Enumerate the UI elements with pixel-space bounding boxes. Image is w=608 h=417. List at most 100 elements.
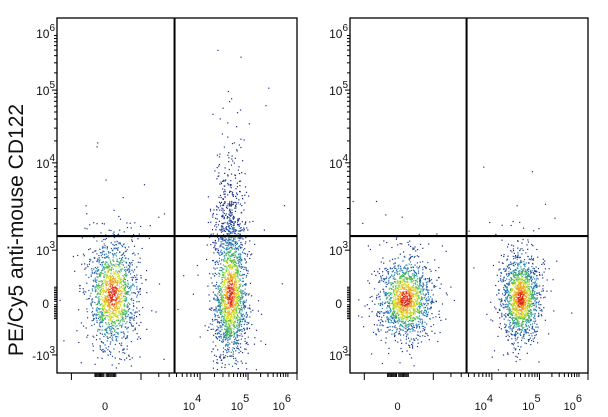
- event-dot: [218, 220, 220, 222]
- event-dot: [131, 313, 133, 315]
- event-dot: [413, 288, 416, 291]
- event-dot: [238, 352, 240, 354]
- event-dot: [86, 282, 88, 284]
- event-dot: [236, 324, 238, 326]
- event-dot: [136, 286, 138, 288]
- event-dot: [395, 302, 397, 304]
- event-dot: [409, 331, 411, 333]
- event-dot: [411, 323, 413, 325]
- event-dot: [110, 335, 112, 337]
- event-dot: [421, 303, 423, 305]
- x-tick-label: 104: [183, 393, 201, 413]
- event-dot: [400, 284, 402, 286]
- event-dot: [238, 144, 240, 146]
- event-dot: [218, 304, 220, 306]
- event-dot: [233, 248, 235, 250]
- event-dot: [410, 357, 413, 359]
- event-dot: [395, 316, 397, 318]
- event-dot: [362, 222, 364, 224]
- event-dot: [239, 238, 241, 240]
- event-dot: [219, 356, 221, 358]
- event-dot: [91, 320, 93, 322]
- event-dot: [223, 234, 225, 236]
- event-dot: [421, 304, 423, 306]
- event-dot: [225, 213, 227, 215]
- event-dot: [235, 318, 237, 320]
- event-dot: [97, 292, 99, 295]
- event-dot: [112, 309, 114, 311]
- event-dot: [387, 280, 390, 282]
- event-dot: [110, 351, 112, 353]
- event-dot: [393, 305, 395, 307]
- event-dot: [113, 276, 115, 278]
- event-dot: [119, 294, 121, 296]
- event-dot: [90, 302, 92, 304]
- event-dot: [412, 266, 414, 268]
- event-dot: [227, 203, 229, 205]
- event-dot: [445, 292, 447, 294]
- event-dot: [224, 190, 226, 193]
- event-dot: [239, 328, 241, 331]
- event-dot: [236, 182, 238, 184]
- event-dot: [222, 215, 224, 217]
- event-dot: [414, 313, 416, 315]
- event-dot: [241, 308, 243, 310]
- event-dot: [129, 286, 131, 288]
- event-dot: [409, 319, 411, 322]
- event-dot: [408, 312, 410, 314]
- event-dot: [404, 300, 406, 302]
- event-dot: [234, 210, 236, 212]
- event-dot: [226, 252, 228, 254]
- event-dot: [113, 328, 115, 331]
- event-dot: [402, 287, 404, 289]
- event-dot: [232, 286, 234, 288]
- event-dot: [224, 304, 226, 306]
- event-dot: [110, 317, 112, 319]
- event-dot: [104, 238, 106, 241]
- event-dot: [397, 314, 399, 316]
- event-dot: [397, 291, 399, 293]
- event-dot: [88, 263, 90, 265]
- event-dot: [89, 258, 91, 260]
- event-dot: [220, 359, 222, 361]
- event-dot: [418, 285, 420, 287]
- event-dot: [122, 314, 124, 316]
- event-dot: [236, 275, 238, 278]
- event-dot: [235, 332, 237, 334]
- event-dot: [237, 233, 239, 235]
- event-dot: [118, 363, 120, 365]
- event-dot: [130, 227, 132, 229]
- event-dot: [232, 289, 234, 291]
- event-dot: [390, 284, 393, 286]
- event-dot: [239, 258, 241, 261]
- event-dot: [390, 300, 392, 302]
- event-dot: [389, 260, 391, 262]
- event-dot: [122, 323, 124, 325]
- event-dot: [238, 225, 240, 227]
- event-dot: [220, 322, 222, 324]
- event-dot: [398, 317, 400, 319]
- event-dot: [402, 293, 404, 295]
- event-dot: [404, 276, 406, 278]
- event-dot: [143, 184, 146, 186]
- event-dot: [109, 343, 111, 345]
- event-dot: [229, 296, 231, 298]
- event-dot: [419, 307, 421, 309]
- event-dot: [236, 314, 238, 316]
- event-dot: [246, 327, 248, 329]
- event-dot: [109, 314, 111, 316]
- event-dot: [391, 302, 393, 305]
- event-dot: [102, 290, 104, 292]
- event-dot: [388, 299, 390, 301]
- event-dot: [233, 216, 235, 218]
- event-dot: [223, 216, 225, 218]
- event-dot: [388, 295, 390, 297]
- event-dot: [136, 274, 138, 276]
- event-dot: [113, 289, 115, 291]
- event-dot: [230, 250, 232, 252]
- event-dot: [105, 283, 107, 285]
- event-dot: [101, 317, 104, 319]
- event-dot: [233, 357, 235, 360]
- event-dot: [123, 303, 125, 305]
- event-dot: [112, 305, 115, 307]
